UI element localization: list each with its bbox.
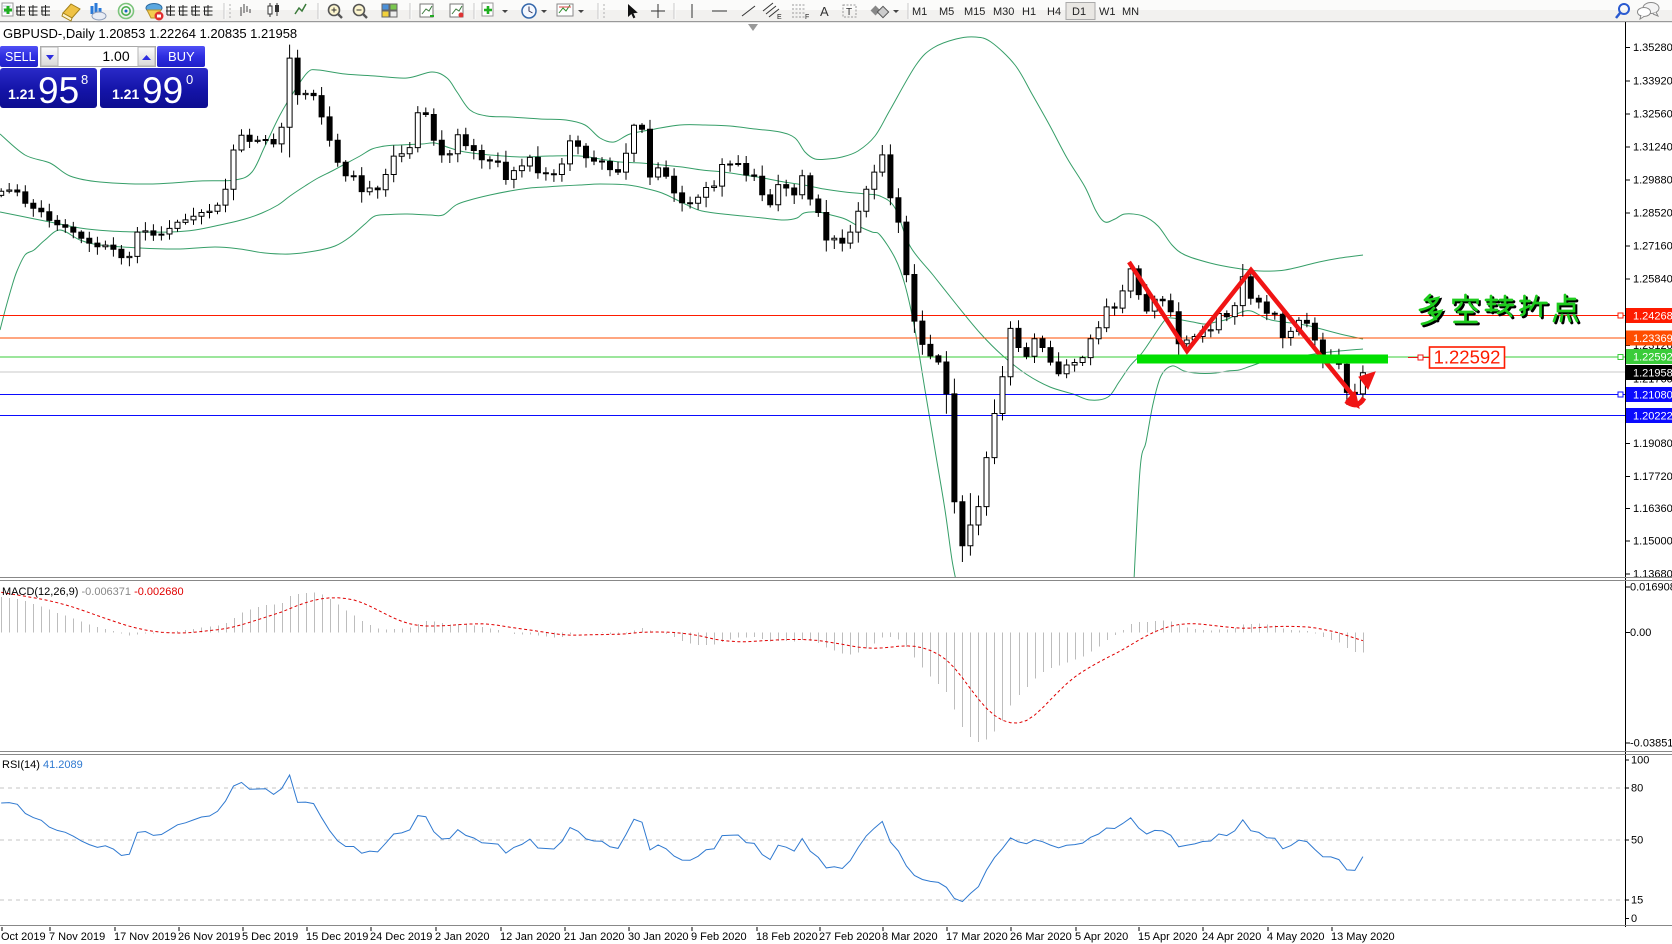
svg-text:1.16360: 1.16360: [1633, 503, 1672, 515]
svg-text:MACD(12,26,9) -0.006371 -0.002: MACD(12,26,9) -0.006371 -0.002680: [2, 586, 184, 598]
svg-text:15: 15: [1631, 894, 1643, 906]
svg-text:1.15000: 1.15000: [1633, 536, 1672, 548]
svg-text:15 Apr 2020: 15 Apr 2020: [1138, 931, 1197, 943]
svg-text:1.21080: 1.21080: [1633, 390, 1672, 402]
svg-text:1.31240: 1.31240: [1633, 142, 1672, 154]
svg-text:17 Mar 2020: 17 Mar 2020: [946, 931, 1008, 943]
svg-text:17 Nov 2019: 17 Nov 2019: [114, 931, 176, 943]
svg-text:H4: H4: [1047, 6, 1061, 18]
svg-text:Oct 2019: Oct 2019: [1, 931, 46, 943]
svg-text:1.19080: 1.19080: [1633, 438, 1672, 450]
svg-text:100: 100: [1631, 755, 1649, 767]
svg-text:15 Dec 2019: 15 Dec 2019: [306, 931, 368, 943]
svg-text:0.00: 0.00: [1630, 627, 1651, 639]
svg-text:24 Dec 2019: 24 Dec 2019: [370, 931, 432, 943]
svg-text:RSI(14) 41.2089: RSI(14) 41.2089: [2, 759, 83, 771]
svg-text:1.22592: 1.22592: [1434, 347, 1501, 368]
svg-text:26 Nov 2019: 26 Nov 2019: [178, 931, 240, 943]
svg-text:0: 0: [1631, 913, 1637, 925]
svg-text:F: F: [805, 14, 809, 21]
svg-text:M1: M1: [912, 6, 927, 18]
svg-text:5 Dec 2019: 5 Dec 2019: [242, 931, 298, 943]
svg-text:99: 99: [142, 70, 183, 111]
svg-text:MN: MN: [1122, 6, 1139, 18]
svg-text:1.22592: 1.22592: [1633, 352, 1672, 364]
svg-text:21 Jan 2020: 21 Jan 2020: [564, 931, 625, 943]
svg-text:1.23369: 1.23369: [1633, 333, 1672, 345]
svg-text:1.27160: 1.27160: [1633, 241, 1672, 253]
svg-text:1.21: 1.21: [112, 86, 139, 102]
svg-text:SELL: SELL: [5, 50, 36, 64]
svg-text:W1: W1: [1099, 6, 1116, 18]
svg-text:1.28520: 1.28520: [1633, 208, 1672, 220]
svg-text:0.016908: 0.016908: [1630, 582, 1672, 594]
svg-text:9 Feb 2020: 9 Feb 2020: [691, 931, 747, 943]
svg-text:30 Jan 2020: 30 Jan 2020: [628, 931, 689, 943]
svg-text:8: 8: [81, 72, 88, 87]
svg-text:D1: D1: [1072, 6, 1086, 18]
svg-text:95: 95: [38, 70, 79, 111]
svg-text:1.00: 1.00: [102, 48, 129, 64]
svg-text:H1: H1: [1022, 6, 1036, 18]
svg-text:4 May 2020: 4 May 2020: [1267, 931, 1324, 943]
svg-text:1.20222: 1.20222: [1633, 411, 1672, 423]
svg-text:M30: M30: [993, 6, 1014, 18]
svg-text:50: 50: [1631, 834, 1643, 846]
svg-text:80: 80: [1631, 783, 1643, 795]
svg-text:1.24268: 1.24268: [1633, 311, 1672, 323]
svg-text:1.25840: 1.25840: [1633, 274, 1672, 286]
svg-text:1.35280: 1.35280: [1633, 42, 1672, 54]
svg-text:A: A: [820, 4, 829, 19]
svg-text:1.29880: 1.29880: [1633, 175, 1672, 187]
svg-text:1.21: 1.21: [8, 86, 35, 102]
svg-text:1.32560: 1.32560: [1633, 109, 1672, 121]
svg-text:13 May 2020: 13 May 2020: [1331, 931, 1395, 943]
svg-text:8 Mar 2020: 8 Mar 2020: [882, 931, 938, 943]
svg-text:GBPUSD-,Daily 1.20853 1.22264: GBPUSD-,Daily 1.20853 1.22264 1.20835 1.…: [3, 26, 297, 41]
svg-text:7 Nov 2019: 7 Nov 2019: [49, 931, 105, 943]
svg-text:1.21958: 1.21958: [1633, 368, 1672, 380]
svg-text:24 Apr 2020: 24 Apr 2020: [1202, 931, 1261, 943]
svg-text:5 Apr 2020: 5 Apr 2020: [1075, 931, 1128, 943]
svg-text:M5: M5: [939, 6, 954, 18]
svg-text:1.17720: 1.17720: [1633, 471, 1672, 483]
svg-text:18 Feb 2020: 18 Feb 2020: [756, 931, 818, 943]
svg-text:M15: M15: [964, 6, 985, 18]
svg-text:BUY: BUY: [168, 49, 195, 64]
svg-text:1.33920: 1.33920: [1633, 76, 1672, 88]
svg-text:0: 0: [186, 72, 193, 87]
svg-text:2 Jan 2020: 2 Jan 2020: [435, 931, 489, 943]
svg-text:26 Mar 2020: 26 Mar 2020: [1010, 931, 1072, 943]
svg-text:27 Feb 2020: 27 Feb 2020: [819, 931, 881, 943]
svg-text:T: T: [846, 7, 852, 18]
svg-text:E: E: [777, 14, 782, 21]
svg-text:-0.038515: -0.038515: [1630, 738, 1672, 750]
svg-text:12 Jan 2020: 12 Jan 2020: [500, 931, 561, 943]
svg-text:1.13680: 1.13680: [1633, 568, 1672, 580]
